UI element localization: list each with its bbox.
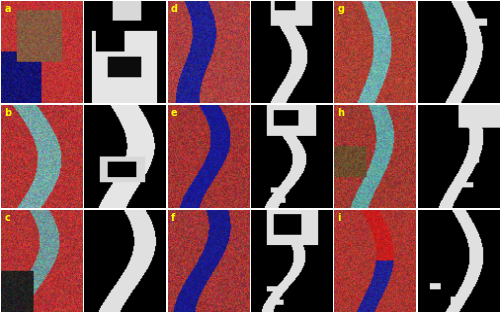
Text: g: g [338,4,344,14]
Text: a: a [4,4,11,14]
Text: b: b [4,109,12,118]
Text: h: h [338,109,344,118]
Text: c: c [4,213,10,223]
Text: i: i [338,213,341,223]
Text: f: f [171,213,175,223]
Text: d: d [171,4,178,14]
Text: e: e [171,109,177,118]
